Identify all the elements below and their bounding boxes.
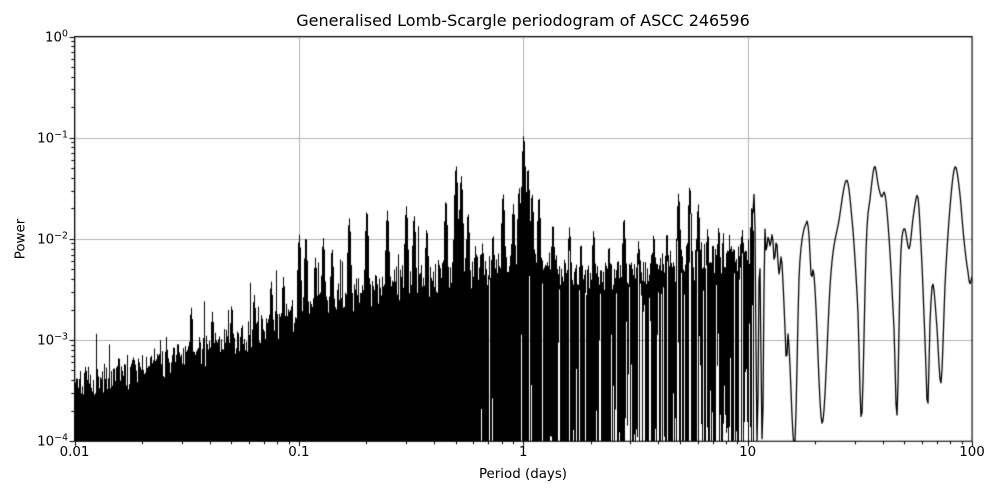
- y-tick-base: 10: [37, 131, 55, 147]
- y-tick-exponent: −4: [54, 432, 68, 444]
- x-tick-label: 1: [519, 445, 528, 460]
- x-tick-label: 0.01: [59, 445, 90, 460]
- y-tick-label: 10−2: [37, 230, 68, 247]
- y-tick-base: 10: [44, 30, 63, 46]
- x-tick-label: 100: [959, 445, 985, 460]
- y-tick-exponent: −1: [54, 129, 68, 141]
- y-tick-exponent: −3: [54, 331, 68, 343]
- y-tick-label: 10−3: [37, 331, 68, 348]
- y-tick-exponent: −2: [54, 230, 68, 242]
- y-axis-label: Power: [13, 218, 29, 260]
- y-tick-base: 10: [37, 434, 55, 450]
- y-tick-label: 10−1: [37, 129, 68, 146]
- y-tick-label: 10−4: [37, 432, 68, 449]
- y-tick-base: 10: [37, 333, 55, 349]
- x-tick-label: 10: [739, 445, 757, 460]
- chart-title: Generalised Lomb-Scargle periodogram of …: [296, 11, 750, 30]
- y-tick-exponent: 0: [62, 28, 68, 40]
- y-tick-label: 100: [45, 28, 68, 45]
- y-tick-base: 10: [37, 232, 55, 248]
- x-axis-label: Period (days): [478, 467, 568, 482]
- x-tick-label: 0.1: [288, 445, 310, 460]
